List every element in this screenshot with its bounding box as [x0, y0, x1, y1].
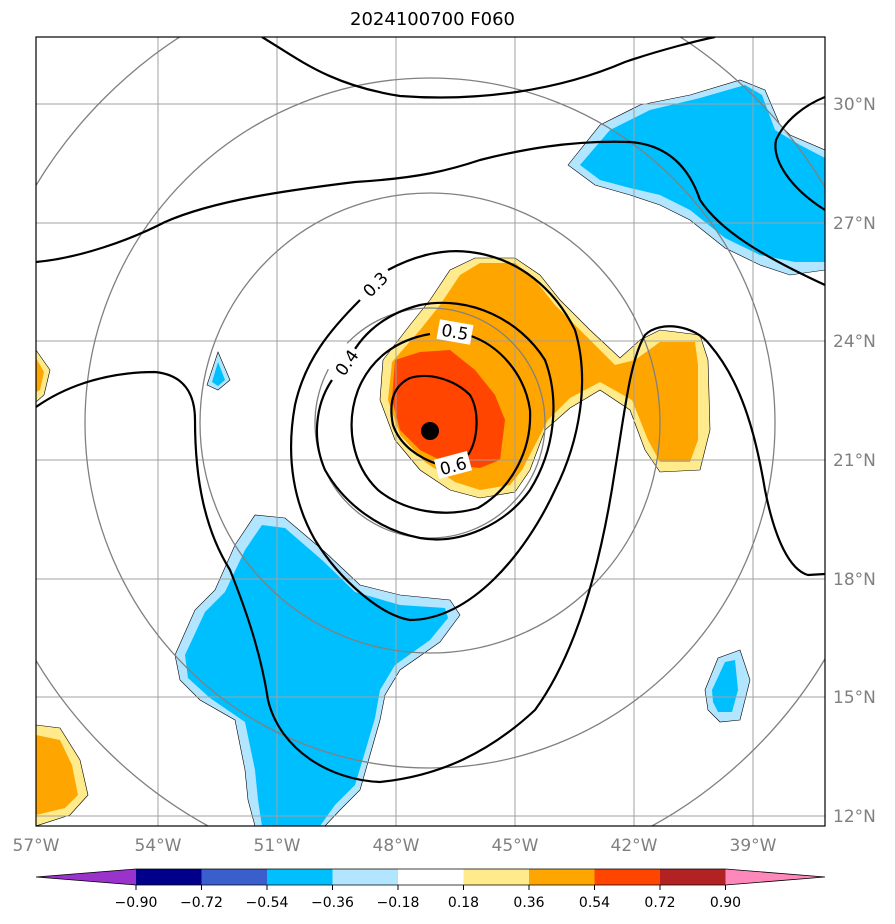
lat-label: 12°N — [833, 807, 876, 827]
colorbar-segment — [725, 869, 825, 885]
contour-0.5 — [350, 332, 532, 514]
lon-label: 48°W — [373, 836, 420, 856]
lat-label: 15°N — [833, 688, 876, 708]
colorbar-tick-label: −0.36 — [311, 895, 354, 911]
colorbar-segment — [660, 869, 726, 885]
lat-label: 27°N — [833, 214, 876, 234]
lat-label: 18°N — [833, 570, 876, 590]
colorbar-tick-label: −0.72 — [180, 895, 223, 911]
graticule — [36, 37, 825, 826]
colorbar-segment — [529, 869, 595, 885]
positive-core — [392, 350, 505, 468]
contour-label-0.5: 0.5 — [440, 321, 470, 345]
storm-center-marker — [421, 422, 439, 440]
contour-0.3 — [289, 250, 584, 622]
colorbar-tick-label: 0.90 — [710, 895, 741, 911]
lat-label: 21°N — [833, 451, 876, 471]
lat-label: 30°N — [833, 95, 876, 115]
colorbar-segment — [398, 869, 464, 885]
lon-label: 57°W — [13, 836, 60, 856]
map-frame — [35, 36, 826, 827]
colorbar: −0.90 −0.72 −0.54 −0.36 −0.18 0.18 0.36 … — [35, 868, 826, 911]
contour-label-0.4: 0.4 — [332, 346, 364, 380]
colorbar-segment — [332, 869, 398, 885]
contour-0.4 — [315, 301, 555, 541]
range-rings — [36, 37, 825, 826]
lat-label: 24°N — [833, 332, 876, 352]
lon-label: 51°W — [254, 836, 301, 856]
lon-label: 39°W — [730, 836, 777, 856]
colorbar-segment — [36, 869, 136, 885]
colorbar-tick-label: 0.54 — [579, 895, 610, 911]
colorbar-segment — [594, 869, 660, 885]
lon-label: 42°W — [611, 836, 658, 856]
contour-labels: 0.3 0.4 0.5 0.6 — [326, 262, 474, 480]
colorbar-segment — [136, 869, 202, 885]
contour-0.6 — [390, 374, 478, 467]
colorbar-tick-label: 0.36 — [513, 895, 544, 911]
contours — [36, 37, 825, 784]
map-title: 2024100700 F060 — [350, 9, 515, 30]
lon-label: 45°W — [492, 836, 539, 856]
contour-label-0.3: 0.3 — [359, 268, 392, 301]
colorbar-tick-label: −0.54 — [246, 895, 289, 911]
colorbar-segment — [201, 869, 267, 885]
lon-label: 54°W — [135, 836, 182, 856]
colorbar-segment — [267, 869, 333, 885]
colorbar-tick-label: −0.18 — [377, 895, 420, 911]
colorbar-tick-label: 0.18 — [448, 895, 479, 911]
contour-north — [261, 37, 716, 99]
colorbar-tick-label: −0.90 — [115, 895, 158, 911]
latitude-labels: 30°N 27°N 24°N 21°N 18°N 15°N 12°N — [833, 95, 876, 827]
longitude-labels: 57°W 54°W 51°W 48°W 45°W 42°W 39°W — [13, 836, 777, 856]
colorbar-segment — [463, 869, 529, 885]
shaded-field — [36, 79, 825, 826]
colorbar-tick-label: 0.72 — [644, 895, 675, 911]
